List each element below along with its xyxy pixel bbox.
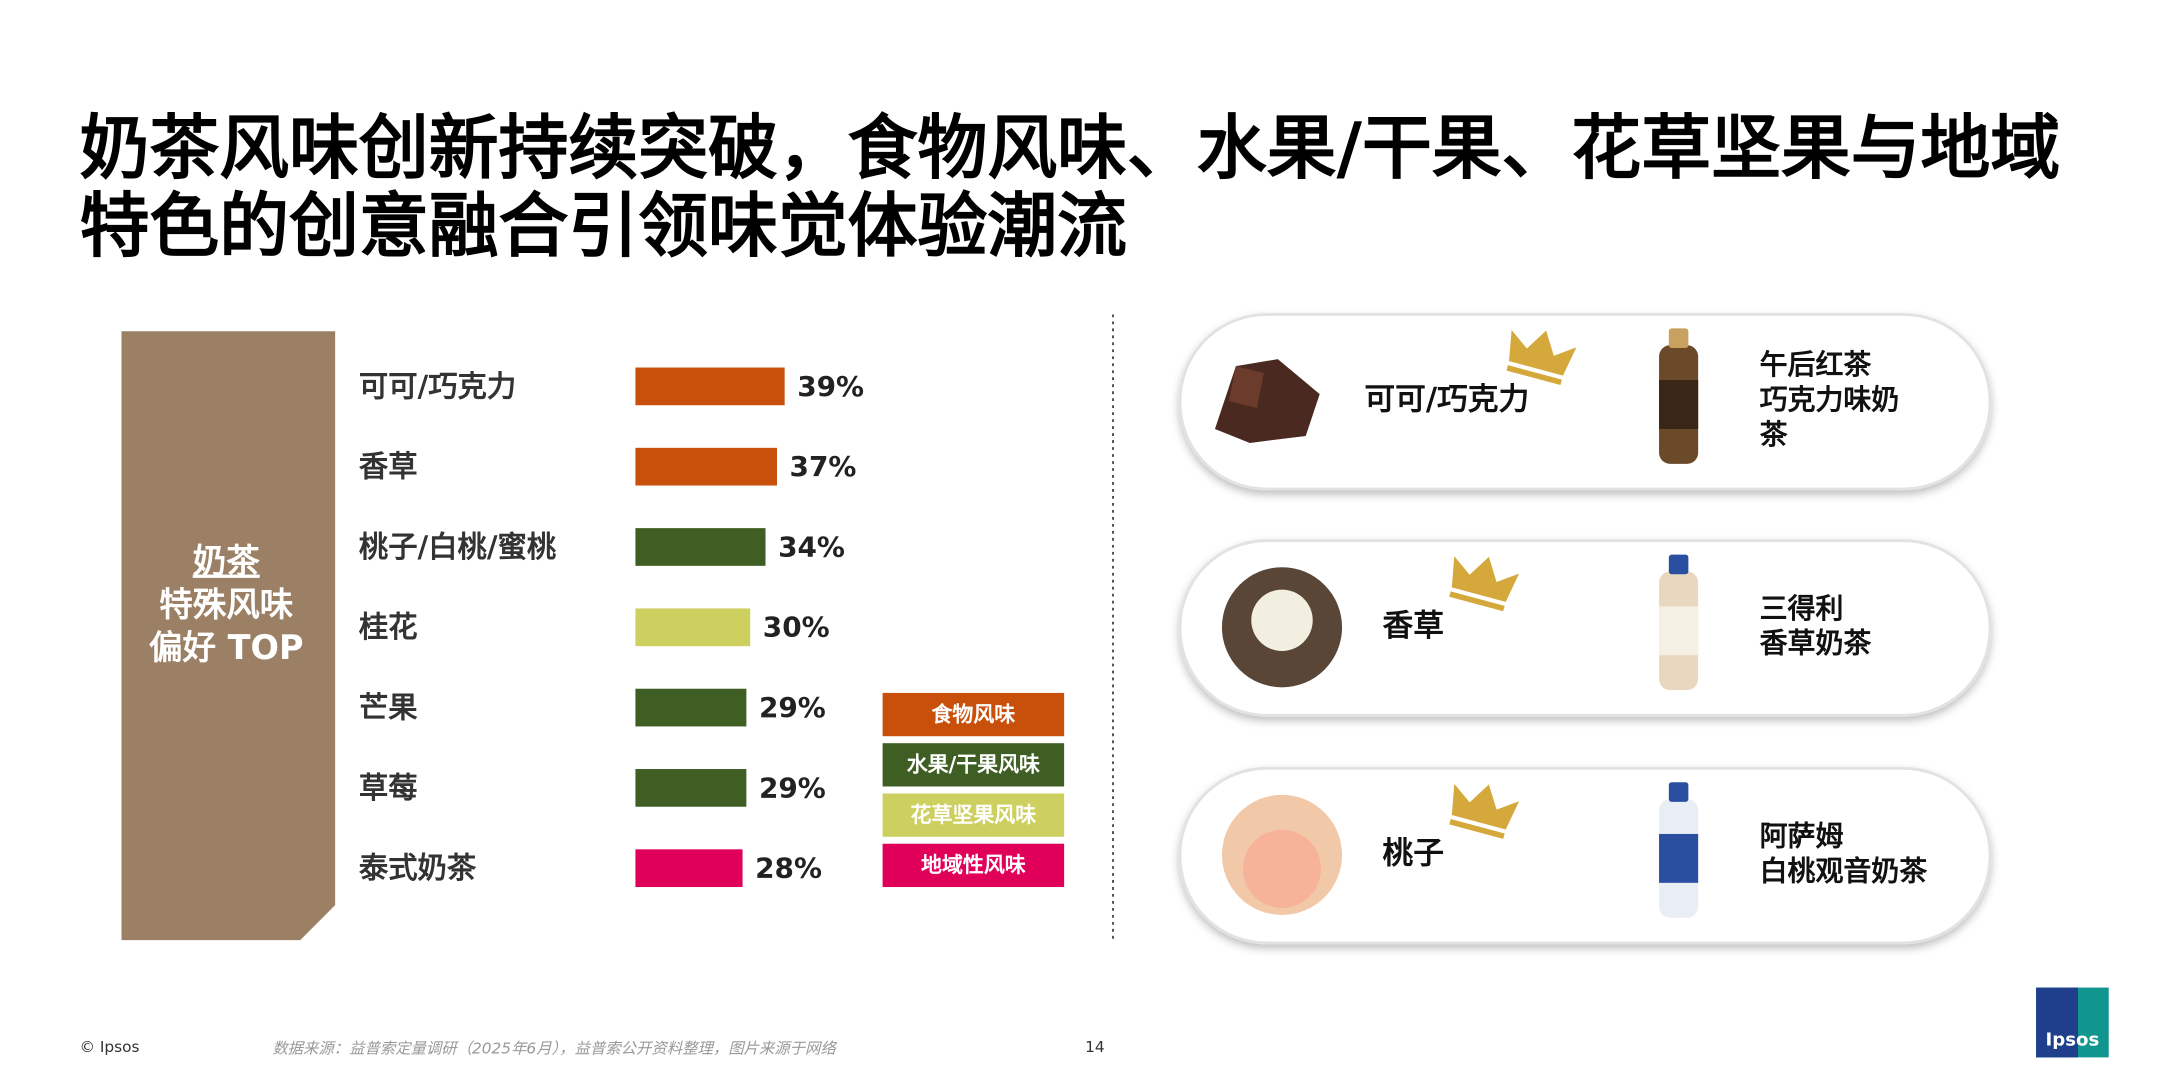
product-name: 三得利 <box>1760 592 1844 625</box>
source-note: 数据来源：益普索定量调研（2025年6月），益普索公开资料整理，图片来源于网络 <box>272 1040 837 1058</box>
logo: Ipsos <box>2046 1030 2100 1051</box>
value-label: 34% <box>778 530 845 563</box>
bar <box>635 769 747 807</box>
bar <box>635 367 785 406</box>
copyright: © Ipsos <box>80 1038 140 1056</box>
value-label: 30% <box>763 611 830 644</box>
product-photo <box>1228 366 1264 409</box>
panel-label: 偏好 TOP <box>149 628 304 667</box>
value-label: 28% <box>755 852 822 885</box>
flavor-label: 香草 <box>1383 608 1444 644</box>
value-label: 29% <box>759 771 826 804</box>
legend-swatch <box>882 793 1065 837</box>
bar <box>635 849 743 888</box>
product-name: 午后红茶 <box>1760 348 1873 381</box>
slide-title: 奶茶风味创新持续突破，食物风味、水果/干果、花草坚果与地域特色的创意融合引领味觉… <box>79 109 2061 267</box>
product-name: 白桃观音奶茶 <box>1760 854 1929 887</box>
logo-shade <box>2036 987 2079 1058</box>
category-label: 芒果 <box>359 690 418 724</box>
category-label: 草莓 <box>359 771 418 805</box>
legend-label: 地域性风味 <box>921 853 1026 877</box>
category-label: 桃子/白桃/蜜桃 <box>359 530 557 564</box>
card <box>1178 766 1992 945</box>
category-label: 香草 <box>359 450 418 484</box>
legend-label: 水果/干果风味 <box>907 753 1040 777</box>
product-photo <box>1251 589 1313 652</box>
bottle-label <box>1659 380 1699 429</box>
side-panel <box>121 331 336 941</box>
card <box>1178 313 1992 491</box>
category-label: 可可/巧克力 <box>359 369 516 403</box>
crown-icon <box>1506 330 1577 386</box>
crown-icon <box>1449 556 1520 612</box>
bar <box>635 447 777 486</box>
bottle-label <box>1659 833 1699 883</box>
legend-swatch <box>882 692 1065 737</box>
legend-swatch <box>882 843 1065 888</box>
legend-label: 花草坚果风味 <box>911 803 1037 827</box>
value-label: 39% <box>797 370 864 403</box>
product-name: 茶 <box>1760 418 1789 451</box>
product-name: 阿萨姆 <box>1760 819 1844 852</box>
category-label: 桂花 <box>359 610 418 644</box>
panel-label: 奶茶 <box>193 542 260 581</box>
value-label: 29% <box>759 691 826 724</box>
title-box: 奶茶风味创新持续突破，食物风味、水果/干果、花草坚果与地域特色的创意融合引领味觉… <box>79 109 2061 267</box>
product-photo <box>1242 829 1322 908</box>
bar <box>635 608 751 647</box>
bottle-cap <box>1668 554 1689 575</box>
bottle-cap <box>1668 782 1689 802</box>
flavor-label: 桃子 <box>1383 835 1444 871</box>
category-label: 泰式奶茶 <box>359 851 477 885</box>
legend-label: 食物风味 <box>931 702 1015 726</box>
card <box>1178 539 1992 717</box>
value-label: 37% <box>790 450 857 483</box>
flavor-label: 可可/巧克力 <box>1364 382 1529 418</box>
legend-swatch <box>882 743 1065 787</box>
page-number: 14 <box>1085 1038 1105 1056</box>
bar <box>635 688 747 727</box>
crown-icon <box>1449 783 1520 839</box>
bottle-cap <box>1668 328 1689 348</box>
panel-label: 特殊风味 <box>159 585 293 624</box>
product-name: 巧克力味奶 <box>1760 383 1900 416</box>
bar <box>635 528 766 566</box>
product-name: 香草奶茶 <box>1760 627 1873 660</box>
bottle-label <box>1659 606 1699 656</box>
